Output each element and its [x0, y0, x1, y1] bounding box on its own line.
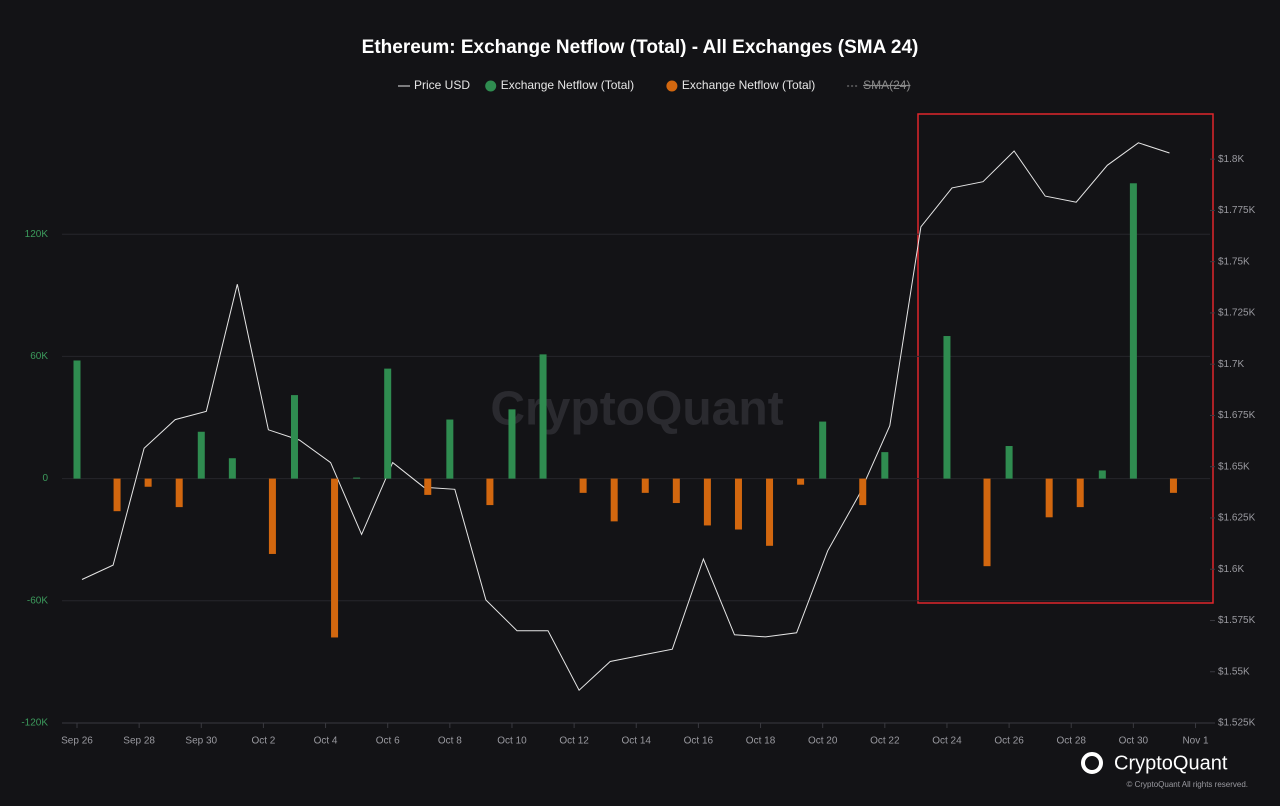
x-tick-label: Sep 28 [123, 736, 155, 747]
bar [641, 478, 649, 493]
bar [734, 478, 742, 530]
y2-tick-label: $1.575K [1218, 615, 1256, 626]
x-tick-label: Sep 26 [61, 736, 93, 747]
bar [144, 478, 152, 487]
x-tick-label: Oct 8 [438, 736, 462, 747]
bar [859, 478, 867, 506]
watermark: CryptoQuant [490, 383, 783, 436]
x-tick-label: Oct 4 [314, 736, 338, 747]
bar [331, 478, 339, 638]
bar [1129, 183, 1137, 479]
bar [766, 478, 774, 546]
y-tick-label: 60K [30, 351, 48, 362]
bar [113, 478, 121, 512]
bar [486, 478, 494, 506]
bar [228, 458, 236, 479]
y2-tick-label: $1.525K [1218, 718, 1256, 729]
legend-swatch [666, 80, 678, 92]
y-tick-label: -60K [27, 595, 48, 606]
highlight-box [917, 113, 1214, 604]
bar [446, 419, 454, 479]
y2-tick-label: $1.7K [1218, 359, 1244, 370]
y2-tick-label: $1.8K [1218, 154, 1244, 165]
bar [819, 421, 827, 479]
x-tick-label: Oct 22 [870, 736, 900, 747]
bar [1098, 470, 1106, 479]
bar [290, 395, 298, 479]
legend-label[interactable]: SMA(24) [863, 78, 910, 92]
x-tick-label: Oct 30 [1119, 736, 1149, 747]
bar [943, 336, 951, 479]
bar [610, 478, 618, 522]
y2-tick-label: $1.6K [1218, 564, 1244, 575]
bar [1169, 478, 1177, 493]
x-tick-label: Oct 14 [622, 736, 652, 747]
bar [508, 409, 516, 479]
x-tick-label: Oct 28 [1057, 736, 1087, 747]
logo-icon [1081, 752, 1103, 774]
x-tick-label: Nov 1 [1182, 736, 1209, 747]
bar [703, 478, 711, 526]
bar [73, 360, 81, 479]
chart-title: Ethereum: Exchange Netflow (Total) - All… [362, 37, 919, 58]
x-tick-label: Oct 6 [376, 736, 400, 747]
footer-copyright: © CryptoQuant All rights reserved. [1127, 780, 1249, 789]
x-tick-label: Oct 20 [808, 736, 838, 747]
bar [797, 478, 805, 485]
y2-tick-label: $1.65K [1218, 461, 1250, 472]
x-tick-label: Oct 18 [746, 736, 776, 747]
bar [881, 452, 889, 479]
x-tick-label: Oct 24 [932, 736, 962, 747]
bar [353, 477, 361, 479]
bar [1076, 478, 1084, 508]
bar [268, 478, 276, 554]
y2-tick-label: $1.625K [1218, 513, 1256, 524]
bar [1045, 478, 1053, 518]
x-tick-label: Oct 26 [994, 736, 1024, 747]
bar [539, 354, 547, 479]
price-line [81, 142, 1170, 692]
y2-tick-label: $1.725K [1218, 308, 1256, 319]
footer-logo: CryptoQuant © CryptoQuant All rights res… [1081, 752, 1249, 789]
legend-label[interactable]: Exchange Netflow (Total) [682, 78, 815, 92]
x-tick-label: Sep 30 [185, 736, 217, 747]
y-tick-label: 120K [25, 229, 49, 240]
bar [175, 478, 183, 508]
x-tick-label: Oct 16 [684, 736, 714, 747]
y-tick-label: -120K [21, 718, 48, 729]
footer-brand: CryptoQuant [1114, 752, 1228, 774]
bar [384, 368, 392, 479]
bar [1005, 446, 1013, 479]
legend-swatch [485, 80, 497, 92]
x-tick-label: Oct 2 [251, 736, 275, 747]
legend-label[interactable]: Price USD [414, 78, 470, 92]
bar [197, 431, 205, 479]
bar [672, 478, 680, 504]
bar [424, 478, 432, 495]
y2-tick-label: $1.775K [1218, 205, 1256, 216]
y2-tick-label: $1.675K [1218, 410, 1256, 421]
y2-tick-label: $1.55K [1218, 666, 1250, 677]
bar [579, 478, 587, 493]
bar [983, 478, 991, 567]
x-tick-label: Oct 10 [497, 736, 527, 747]
x-tick-label: Oct 12 [559, 736, 589, 747]
y2-tick-label: $1.75K [1218, 256, 1250, 267]
y-tick-label: 0 [42, 473, 48, 484]
legend-label[interactable]: Exchange Netflow (Total) [501, 78, 634, 92]
